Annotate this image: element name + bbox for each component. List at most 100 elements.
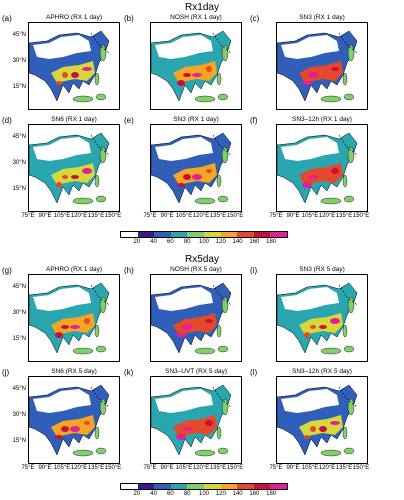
lon-label: 120°E bbox=[318, 213, 336, 219]
lat-label: 15°N bbox=[12, 186, 26, 192]
colorbar-swatch bbox=[237, 232, 254, 237]
lon-label: 120°E bbox=[70, 465, 88, 471]
lat-label: 15°N bbox=[12, 84, 26, 90]
lat-label: 45°N bbox=[12, 32, 26, 38]
lon-label: 135°E bbox=[335, 213, 353, 219]
colorbar-swatch bbox=[121, 484, 138, 489]
lon-label: 135°E bbox=[209, 213, 227, 219]
lat-label: 30°N bbox=[12, 412, 26, 418]
panel-letter: (b) bbox=[124, 14, 134, 23]
map-panel bbox=[276, 376, 368, 464]
colorbar-swatch bbox=[170, 232, 188, 237]
colorbar-tick: 160 bbox=[249, 491, 260, 497]
colorbar-swatch bbox=[220, 232, 238, 237]
lon-label: 75°E bbox=[21, 213, 35, 219]
colorbar-tick: 80 bbox=[183, 239, 191, 245]
map-panel bbox=[150, 376, 242, 464]
lon-label: 90°E bbox=[160, 213, 174, 219]
panel-title: SN3 (RX 5 day) bbox=[299, 266, 345, 273]
colorbar-swatch bbox=[187, 232, 204, 237]
panel-letter: (k) bbox=[124, 368, 134, 377]
lon-label: 120°E bbox=[192, 465, 210, 471]
lat-label: 30°N bbox=[12, 310, 26, 316]
panel-title: SN6 (RX 1 day) bbox=[51, 116, 97, 123]
map-panel bbox=[276, 124, 368, 212]
lat-label: 45°N bbox=[12, 134, 26, 140]
lon-label: 75°E bbox=[21, 465, 35, 471]
colorbar-swatch bbox=[121, 232, 138, 237]
colorbar-tick: 180 bbox=[266, 239, 277, 245]
colorbar-swatch bbox=[137, 484, 155, 489]
lon-label: 90°E bbox=[38, 213, 52, 219]
colorbar-tick: 160 bbox=[249, 239, 260, 245]
colorbar-tick: 60 bbox=[167, 491, 174, 497]
lon-label: 150°E bbox=[352, 213, 370, 219]
panel-letter: (d) bbox=[2, 116, 12, 125]
lon-label: 90°E bbox=[160, 465, 174, 471]
panel-title: APHRO (RX 1 day) bbox=[46, 14, 102, 21]
map-panel bbox=[28, 274, 120, 362]
colorbar-swatch bbox=[237, 484, 254, 489]
lon-label: 75°E bbox=[143, 213, 157, 219]
lon-label: 150°E bbox=[104, 213, 122, 219]
panel-letter: (g) bbox=[2, 266, 12, 275]
panel-title: SN6 (RX 5 day) bbox=[51, 368, 97, 375]
panel-letter: (a) bbox=[2, 14, 12, 23]
colorbar-tick: 120 bbox=[215, 239, 226, 245]
colorbar-tick: 40 bbox=[150, 239, 157, 245]
lon-label: 120°E bbox=[70, 213, 88, 219]
lon-label: 90°E bbox=[286, 213, 300, 219]
colorbar-swatch bbox=[170, 484, 188, 489]
lon-label: 150°E bbox=[226, 465, 244, 471]
colorbar-tick: 120 bbox=[215, 491, 226, 497]
lon-label: 135°E bbox=[209, 465, 227, 471]
panel-title: APHRO (RX 1 day) bbox=[46, 266, 102, 273]
map-panel bbox=[28, 124, 120, 212]
colorbar-tick: 140 bbox=[232, 239, 243, 245]
lon-label: 105°E bbox=[301, 213, 319, 219]
colorbar bbox=[120, 231, 288, 238]
lon-label: 120°E bbox=[318, 465, 336, 471]
colorbar-swatch bbox=[137, 232, 155, 237]
map-panel bbox=[150, 274, 242, 362]
panel-title: NOSH (RX 1 day) bbox=[170, 14, 222, 21]
lon-label: 105°E bbox=[301, 465, 319, 471]
map-panel bbox=[28, 376, 120, 464]
panel-title: SN3 (RX 1 day) bbox=[299, 14, 345, 21]
lon-label: 150°E bbox=[352, 465, 370, 471]
colorbar-swatch bbox=[187, 484, 204, 489]
lon-label: 135°E bbox=[335, 465, 353, 471]
lon-label: 75°E bbox=[143, 465, 157, 471]
panel-letter: (l) bbox=[250, 368, 258, 377]
colorbar-tick: 100 bbox=[198, 239, 209, 245]
colorbar-swatch bbox=[203, 484, 221, 489]
lon-label: 105°E bbox=[175, 213, 193, 219]
panel-letter: (j) bbox=[2, 368, 10, 377]
colorbar-swatch bbox=[203, 232, 221, 237]
lon-label: 90°E bbox=[286, 465, 300, 471]
colorbar-swatch bbox=[270, 484, 287, 489]
colorbar-swatch bbox=[270, 232, 287, 237]
colorbar-tick: 60 bbox=[167, 239, 174, 245]
colorbar-swatch bbox=[154, 484, 171, 489]
colorbar-tick: 140 bbox=[232, 491, 243, 497]
section-title: Rx5day bbox=[185, 254, 219, 265]
panel-title: SN3–12h (RX 1 day) bbox=[292, 116, 352, 123]
lon-label: 105°E bbox=[53, 213, 71, 219]
lon-label: 105°E bbox=[175, 465, 193, 471]
panel-title: NOSH (RX 5 day) bbox=[170, 266, 222, 273]
colorbar-tick: 20 bbox=[133, 491, 141, 497]
panel-letter: (i) bbox=[250, 266, 258, 275]
lon-label: 135°E bbox=[87, 465, 105, 471]
map-panel bbox=[276, 274, 368, 362]
map-panel bbox=[28, 22, 120, 110]
section-title: Rx1day bbox=[185, 2, 219, 13]
lon-label: 75°E bbox=[269, 213, 283, 219]
colorbar-swatch bbox=[253, 232, 271, 237]
map-panel bbox=[150, 124, 242, 212]
lon-label: 75°E bbox=[269, 465, 283, 471]
panel-letter: (c) bbox=[250, 14, 260, 23]
colorbar bbox=[120, 483, 288, 490]
lat-label: 45°N bbox=[12, 386, 26, 392]
panel-letter: (e) bbox=[124, 116, 134, 125]
